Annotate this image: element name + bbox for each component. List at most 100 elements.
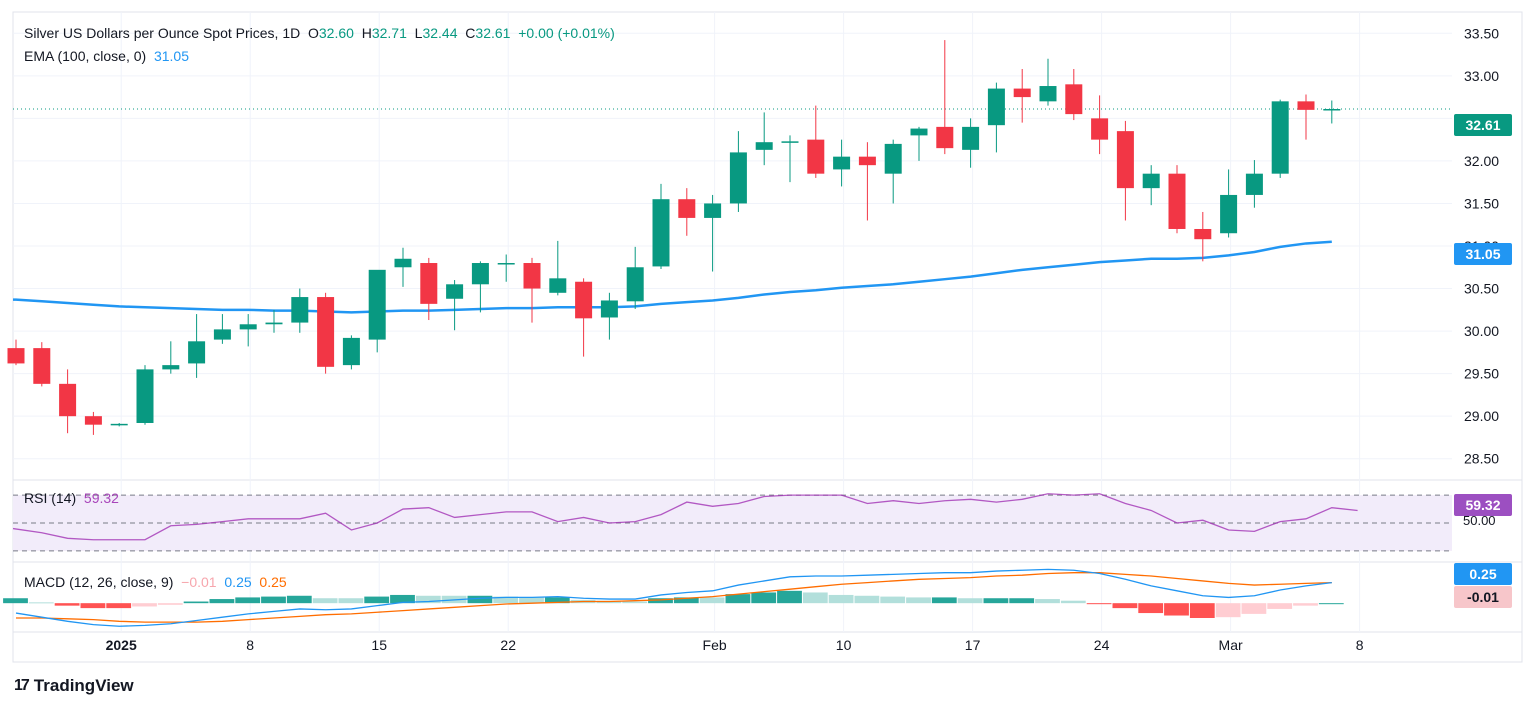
price-tick-label: 29.00 — [1464, 408, 1499, 424]
macd-histogram-bar — [54, 603, 80, 606]
candle-body — [549, 278, 567, 293]
macd-histogram-bar — [983, 598, 1009, 604]
candle-body — [368, 269, 386, 340]
tradingview-logo[interactable]: 17 TradingView — [14, 676, 134, 696]
rsi-line — [12, 493, 1358, 541]
time-tick-label: 8 — [246, 637, 254, 653]
candle-body — [291, 297, 309, 323]
candle-body — [626, 267, 644, 302]
candle-body — [7, 348, 25, 364]
candle-body — [678, 199, 696, 218]
macd-histogram-bar — [106, 603, 132, 609]
candle-body — [497, 263, 515, 265]
macd-histogram-bar — [1112, 603, 1138, 609]
candle-body — [59, 383, 77, 417]
price-tick-label: 30.50 — [1464, 281, 1499, 297]
candle-body — [446, 284, 464, 299]
macd-histogram-bar — [28, 602, 54, 604]
time-tick-label: 10 — [836, 637, 852, 653]
price-tick-label: 33.50 — [1464, 25, 1499, 41]
candle-body — [1245, 173, 1263, 195]
price-tick-label: 33.00 — [1464, 68, 1499, 84]
ema-line — [13, 240, 1332, 314]
candle-body — [1065, 84, 1083, 115]
ema-price-tag: 31.05 — [1454, 243, 1512, 265]
macd-histogram-bar — [209, 599, 235, 604]
macd-histogram-bar — [1189, 603, 1215, 618]
candle-body — [33, 348, 51, 384]
macd-histogram-bar — [364, 596, 390, 604]
rsi-value-tag: 59.32 — [1454, 494, 1512, 516]
macd-histogram-bar — [828, 594, 854, 604]
macd-histogram-bar — [1086, 603, 1112, 605]
time-tick-label: Feb — [703, 637, 727, 653]
tradingview-logo-icon: 17 — [14, 677, 30, 694]
candle-body — [1039, 86, 1057, 102]
chart-title: Silver US Dollars per Ounce Spot Prices,… — [24, 25, 301, 41]
macd-histogram-bar — [751, 592, 777, 604]
macd-histogram-bar — [1060, 600, 1086, 604]
macd-histogram-bar — [648, 598, 673, 604]
candle-body — [1142, 173, 1160, 189]
macd-histogram-bar — [493, 596, 519, 604]
time-tick-label: 2025 — [106, 637, 137, 653]
macd-histogram-bar — [1164, 603, 1189, 616]
macd-value-tag: 0.25 — [1454, 563, 1512, 585]
rsi-legend-value: 59.32 — [83, 490, 119, 506]
macd-histogram-bar — [1138, 603, 1164, 614]
macd-histogram-bar — [957, 598, 983, 604]
macd-legend: MACD (12, 26, close, 9) −0.01 0.25 0.25 — [24, 574, 287, 590]
candle-body — [987, 88, 1005, 126]
macd-histogram-bar — [544, 597, 570, 604]
chart-frame — [12, 11, 1523, 663]
macd-histogram-bar — [261, 596, 286, 604]
candle-body — [162, 365, 180, 370]
macd-histogram-bar — [1318, 603, 1344, 605]
price-tick-label: 32.00 — [1464, 153, 1499, 169]
open-label: O — [308, 25, 319, 41]
ema-legend-value: 31.05 — [153, 48, 189, 64]
tradingview-brand-text: TradingView — [33, 676, 134, 695]
macd-histogram-bar — [622, 601, 648, 604]
macd-histogram-bar — [467, 595, 493, 604]
candle-body — [1297, 101, 1315, 110]
candle-body — [317, 297, 335, 367]
candle-body — [1220, 194, 1238, 234]
macd-legend-signal: 0.25 — [259, 574, 287, 590]
macd-histogram-bar — [390, 594, 415, 604]
ema-legend: EMA (100, close, 0) 31.05 — [24, 48, 189, 64]
macd-legend-hist: −0.01 — [181, 574, 217, 590]
rsi-legend-label: RSI (14) — [24, 490, 77, 506]
macd-legend-label: MACD (12, 26, close, 9) — [24, 574, 174, 590]
macd-histogram-bar — [802, 592, 828, 604]
macd-histogram-bar — [1215, 603, 1241, 618]
candle-body — [729, 152, 747, 204]
candle-body — [84, 416, 102, 425]
candle-body — [962, 126, 980, 150]
candle-body — [575, 281, 593, 319]
macd-histogram-bar — [1009, 598, 1035, 604]
macd-histogram-bar — [725, 594, 751, 604]
candle-body — [781, 141, 799, 143]
open-value: 32.60 — [318, 25, 354, 41]
macd-line — [15, 568, 1332, 627]
close-label: C — [465, 25, 476, 41]
macd-histogram-bar — [3, 598, 28, 604]
candle-body — [1168, 173, 1186, 229]
last-price-tag: 32.61 — [1454, 114, 1512, 136]
low-label: L — [414, 25, 423, 41]
candle-body — [807, 139, 825, 174]
macd-histogram-bar — [338, 598, 364, 604]
time-tick-label: 17 — [965, 637, 981, 653]
candle-body — [239, 324, 257, 330]
candle-body — [1116, 131, 1134, 189]
macd-histogram-bar — [1241, 603, 1267, 614]
price-tick-label: 29.50 — [1464, 366, 1499, 382]
high-value: 32.71 — [371, 25, 407, 41]
macd-histogram-bar — [1293, 603, 1318, 606]
candle-body — [110, 423, 128, 426]
change-value: +0.00 (+0.01%) — [518, 25, 615, 41]
candle-body — [1091, 118, 1109, 140]
candle-body — [858, 156, 876, 166]
